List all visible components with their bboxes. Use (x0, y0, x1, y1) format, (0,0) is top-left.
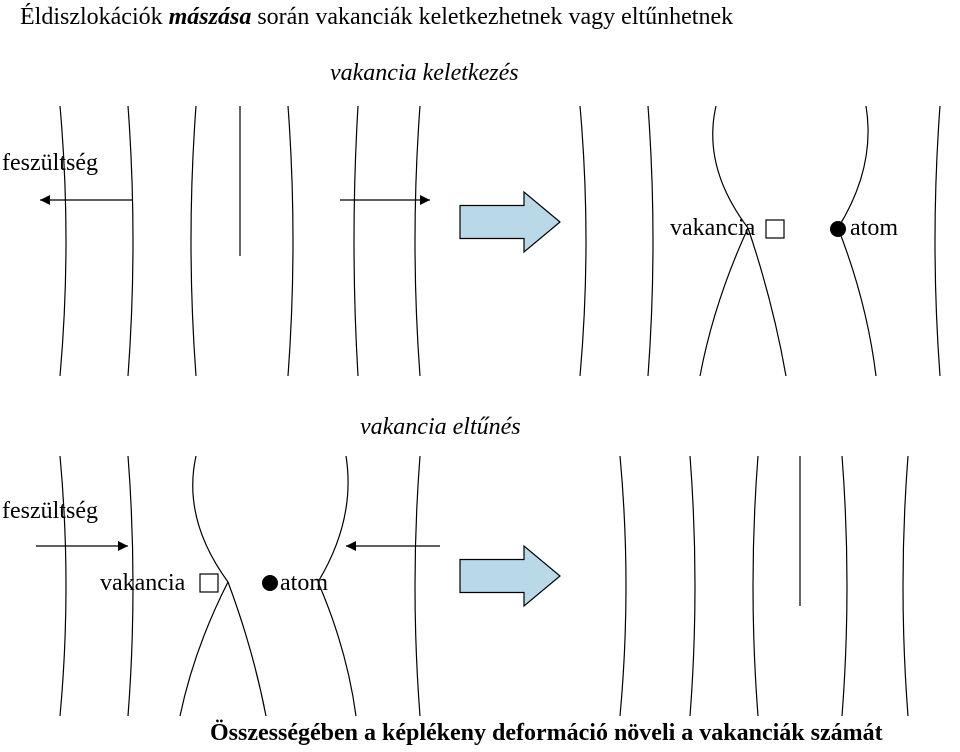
diagram-stage: Éldiszlokációk mászása során vakanciák k… (0, 0, 960, 752)
diagram-svg (0, 0, 960, 752)
